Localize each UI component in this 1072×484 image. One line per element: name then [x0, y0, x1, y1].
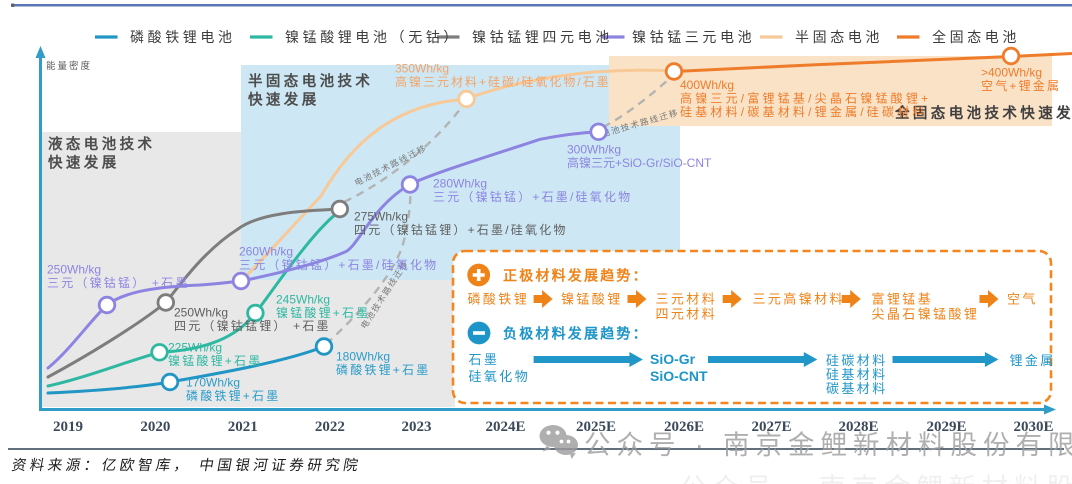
svg-text:镍锰酸锂: 镍锰酸锂 [561, 292, 623, 307]
svg-text:全固态电池技术快速发展: 全固态电池技术快速发展 [894, 104, 1072, 122]
svg-text:四元（镍钴锰锂）+石墨/硅氧化物: 四元（镍钴锰锂）+石墨/硅氧化物 [354, 222, 568, 237]
svg-text:2030E: 2030E [1013, 419, 1053, 435]
svg-text:225Wh/kg: 225Wh/kg [168, 341, 222, 355]
svg-text:2021: 2021 [228, 419, 258, 435]
svg-text:硅基材料/碳基材料/锂金属/硅碳材料: 硅基材料/碳基材料/锂金属/硅碳材料 [680, 104, 928, 119]
svg-text:300Wh/kg: 300Wh/kg [567, 143, 621, 157]
svg-text:高镍三元/富锂锰基/尖晶石镍锰酸锂+: 高镍三元/富锂锰基/尖晶石镍锰酸锂+ [680, 91, 931, 106]
svg-text:400Wh/kg: 400Wh/kg [680, 78, 734, 92]
svg-text:三元（镍钴锰）+石墨/硅氧化物: 三元（镍钴锰）+石墨/硅氧化物 [239, 257, 438, 272]
svg-text:硅氧化物: 硅氧化物 [469, 369, 531, 384]
svg-text:镍锰酸锂电池（无钴）: 镍锰酸锂电池（无钴） [285, 29, 461, 45]
svg-text:2028E: 2028E [838, 419, 878, 435]
svg-text:250Wh/kg: 250Wh/kg [174, 306, 228, 320]
svg-text:2029E: 2029E [926, 419, 966, 435]
svg-text:高镍三元材料+硅碳/硅氧化物/石墨: 高镍三元材料+硅碳/硅氧化物/石墨 [395, 74, 611, 89]
svg-text:液态电池技术: 液态电池技术 [48, 135, 155, 153]
svg-text:磷酸铁锂: 磷酸铁锂 [468, 292, 530, 307]
svg-text:半固态电池: 半固态电池 [795, 29, 883, 45]
svg-text:2024E: 2024E [485, 419, 525, 435]
svg-text:快速发展: 快速发展 [48, 154, 120, 172]
svg-text:镍钴锰锂四元电池: 镍钴锰锂四元电池 [472, 29, 613, 45]
svg-text:尖晶石镍锰酸锂: 尖晶石镍锰酸锂 [872, 307, 980, 322]
svg-text:空气: 空气 [1007, 292, 1038, 307]
svg-text:四元（镍钴锰锂） +石墨: 四元（镍钴锰锂） +石墨 [174, 318, 331, 333]
svg-text:资料来源：亿欧智库， 中国银河证券研究院: 资料来源：亿欧智库， 中国银河证券研究院 [10, 457, 362, 474]
svg-text:公众号 · 南京金鲤新材料股份有限公司: 公众号 · 南京金鲤新材料股份有限公司 [584, 430, 1072, 460]
svg-text:全固态电池: 全固态电池 [932, 29, 1020, 45]
svg-text:三元材料: 三元材料 [656, 292, 718, 307]
svg-text:180Wh/kg: 180Wh/kg [336, 350, 390, 364]
svg-text:三元（镍钴锰） +石墨: 三元（镍钴锰） +石墨 [47, 275, 190, 290]
svg-text:170Wh/kg: 170Wh/kg [186, 376, 240, 390]
svg-text:2027E: 2027E [751, 419, 791, 435]
svg-text:锂金属: 锂金属 [1010, 353, 1056, 368]
svg-text:2025E: 2025E [576, 419, 616, 435]
svg-text:高镍三元+SiO-Gr/SiO-CNT: 高镍三元+SiO-Gr/SiO-CNT [567, 155, 712, 170]
svg-text:负极材料发展趋势：: 负极材料发展趋势： [503, 326, 649, 342]
svg-text:SiO-Gr: SiO-Gr [650, 351, 696, 367]
svg-text:280Wh/kg: 280Wh/kg [433, 177, 487, 191]
svg-text:磷酸铁锂+石墨: 磷酸铁锂+石墨 [336, 362, 430, 377]
svg-text:三元（镍钴锰）+石墨/硅氧化物: 三元（镍钴锰）+石墨/硅氧化物 [433, 189, 632, 204]
svg-text:250Wh/kg: 250Wh/kg [47, 263, 101, 277]
svg-text:2026E: 2026E [664, 419, 704, 435]
svg-text:镍钴锰三元电池: 镍钴锰三元电池 [632, 29, 755, 45]
svg-text:镍锰酸锂+石墨: 镍锰酸锂+石墨 [276, 305, 370, 320]
svg-text:2019: 2019 [53, 419, 83, 435]
svg-text:半固态电池技术: 半固态电池技术 [248, 72, 373, 90]
svg-text:四元材料: 四元材料 [656, 307, 718, 322]
svg-text:能量密度: 能量密度 [46, 60, 92, 72]
svg-text:公众号 · 南京金鲤新材料股份有限公司: 公众号 · 南京金鲤新材料股份有限公司 [680, 473, 1072, 484]
svg-text:275Wh/kg: 275Wh/kg [354, 210, 408, 224]
svg-text:350Wh/kg: 350Wh/kg [395, 62, 449, 76]
svg-text:正极材料发展趋势：: 正极材料发展趋势： [503, 268, 649, 284]
svg-text:SiO-CNT: SiO-CNT [650, 368, 708, 384]
svg-text:空气+锂金属: 空气+锂金属 [981, 78, 1061, 93]
svg-text:硅碳材料: 硅碳材料 [826, 353, 888, 368]
svg-text:磷酸铁锂电池: 磷酸铁锂电池 [130, 29, 236, 45]
svg-text:石墨: 石墨 [469, 352, 500, 367]
svg-text:2023: 2023 [402, 419, 432, 435]
svg-text:>400Wh/kg: >400Wh/kg [981, 66, 1042, 80]
svg-text:富锂锰基: 富锂锰基 [872, 292, 934, 307]
svg-text:2020: 2020 [140, 419, 170, 435]
svg-text:镍锰酸锂+石墨: 镍锰酸锂+石墨 [168, 353, 262, 368]
svg-text:磷酸铁锂+石墨: 磷酸铁锂+石墨 [186, 388, 280, 403]
svg-text:硅基材料: 硅基材料 [826, 367, 888, 382]
svg-text:三元高镍材料: 三元高镍材料 [753, 292, 845, 307]
svg-text:245Wh/kg: 245Wh/kg [276, 293, 330, 307]
svg-text:碳基材料: 碳基材料 [826, 381, 888, 396]
svg-text:快速发展: 快速发展 [248, 91, 320, 109]
svg-text:2022: 2022 [315, 419, 345, 435]
svg-text:260Wh/kg: 260Wh/kg [239, 245, 293, 259]
